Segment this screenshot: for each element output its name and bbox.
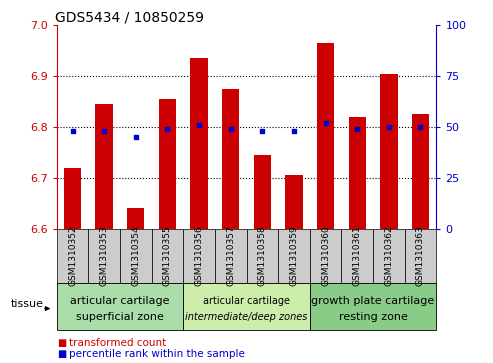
Text: GSM1310359: GSM1310359: [289, 225, 298, 286]
Text: superficial zone: superficial zone: [76, 312, 164, 322]
Text: GSM1310353: GSM1310353: [100, 225, 108, 286]
Text: articular cartilage: articular cartilage: [203, 296, 290, 306]
Bar: [190, 58, 208, 229]
Text: intermediate/deep zones: intermediate/deep zones: [185, 312, 308, 322]
Text: GSM1310362: GSM1310362: [385, 225, 393, 286]
Bar: [222, 89, 240, 229]
Bar: [253, 155, 271, 229]
Bar: [64, 168, 81, 229]
Text: tissue: tissue: [11, 299, 43, 309]
Bar: [285, 175, 303, 229]
Bar: [412, 114, 429, 229]
Text: GDS5434 / 10850259: GDS5434 / 10850259: [55, 10, 204, 24]
Text: transformed count: transformed count: [69, 338, 166, 348]
Text: GSM1310354: GSM1310354: [131, 225, 141, 286]
Bar: [349, 117, 366, 229]
Text: ■: ■: [57, 349, 66, 359]
Bar: [317, 43, 334, 229]
Bar: [96, 104, 113, 229]
Text: GSM1310355: GSM1310355: [163, 225, 172, 286]
Text: GSM1310356: GSM1310356: [195, 225, 204, 286]
Text: GSM1310363: GSM1310363: [416, 225, 425, 286]
Text: GSM1310361: GSM1310361: [352, 225, 362, 286]
Text: ■: ■: [57, 338, 66, 348]
Text: resting zone: resting zone: [339, 312, 408, 322]
Bar: [380, 74, 397, 229]
Bar: [159, 99, 176, 229]
Text: GSM1310352: GSM1310352: [68, 225, 77, 286]
Text: GSM1310358: GSM1310358: [258, 225, 267, 286]
Text: percentile rank within the sample: percentile rank within the sample: [69, 349, 245, 359]
Text: GSM1310360: GSM1310360: [321, 225, 330, 286]
Text: articular cartilage: articular cartilage: [70, 296, 170, 306]
Text: growth plate cartilage: growth plate cartilage: [312, 296, 435, 306]
Bar: [127, 208, 144, 229]
Text: GSM1310357: GSM1310357: [226, 225, 235, 286]
